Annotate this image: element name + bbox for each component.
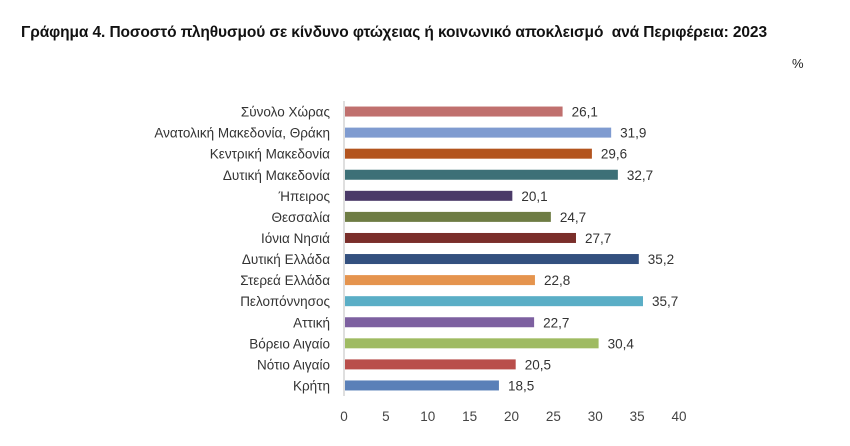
category-label: Στερεά Ελλάδα <box>240 273 330 288</box>
bar <box>345 106 563 117</box>
x-tick-label: 20 <box>504 409 519 424</box>
category-label: Κεντρική Μακεδονία <box>210 147 330 162</box>
bar <box>345 190 513 201</box>
x-tick-label: 10 <box>420 409 435 424</box>
category-label: Ιόνια Νησιά <box>261 231 330 246</box>
category-label: Νότιο Αιγαίο <box>257 357 330 372</box>
category-label: Δυτική Ελλάδα <box>242 252 330 267</box>
x-tick-label: 15 <box>462 409 477 424</box>
data-label: 24,7 <box>560 210 586 225</box>
x-tick-label: 0 <box>340 409 348 424</box>
bar <box>345 211 551 222</box>
data-label: 35,7 <box>652 294 678 309</box>
bar <box>345 169 618 180</box>
data-label: 35,2 <box>648 252 674 267</box>
bar <box>345 380 499 391</box>
data-label: 30,4 <box>608 336 635 351</box>
data-label: 27,7 <box>585 231 611 246</box>
x-tick-label: 5 <box>382 409 390 424</box>
bar <box>345 317 535 328</box>
data-label: 18,5 <box>508 378 534 393</box>
data-label: 22,7 <box>543 315 569 330</box>
category-label: Σύνολο Χώρας <box>241 105 331 120</box>
category-label: Κρήτη <box>293 378 330 393</box>
bar <box>345 296 643 307</box>
data-label: 20,5 <box>525 357 551 372</box>
category-label: Αττική <box>293 315 330 330</box>
data-label: 20,1 <box>521 189 547 204</box>
data-label: 26,1 <box>572 105 598 120</box>
bar <box>345 127 612 138</box>
unit-label: % <box>792 56 804 71</box>
x-tick-label: 35 <box>630 409 645 424</box>
x-tick-label: 30 <box>588 409 603 424</box>
bar <box>345 338 599 349</box>
category-label: Ανατολική Μακεδονία, Θράκη <box>154 126 330 141</box>
bar <box>345 275 535 286</box>
category-label: Δυτική Μακεδονία <box>223 168 330 183</box>
category-label: Βόρειο Αιγαίο <box>249 336 330 351</box>
category-label: Ήπειρος <box>278 189 331 204</box>
data-label: 32,7 <box>627 168 653 183</box>
category-label: Πελοπόννησος <box>240 294 330 309</box>
data-label: 22,8 <box>544 273 570 288</box>
data-label: 31,9 <box>620 126 646 141</box>
data-label: 29,6 <box>601 147 627 162</box>
chart-title: Γράφημα 4. Ποσοστό πληθυσμού σε κίνδυνο … <box>21 24 767 41</box>
x-tick-label: 40 <box>671 409 686 424</box>
bar <box>345 254 639 265</box>
bar <box>345 232 576 243</box>
bar <box>345 359 516 370</box>
category-label: Θεσσαλία <box>271 210 330 225</box>
bar <box>345 148 592 159</box>
x-tick-label: 25 <box>546 409 561 424</box>
